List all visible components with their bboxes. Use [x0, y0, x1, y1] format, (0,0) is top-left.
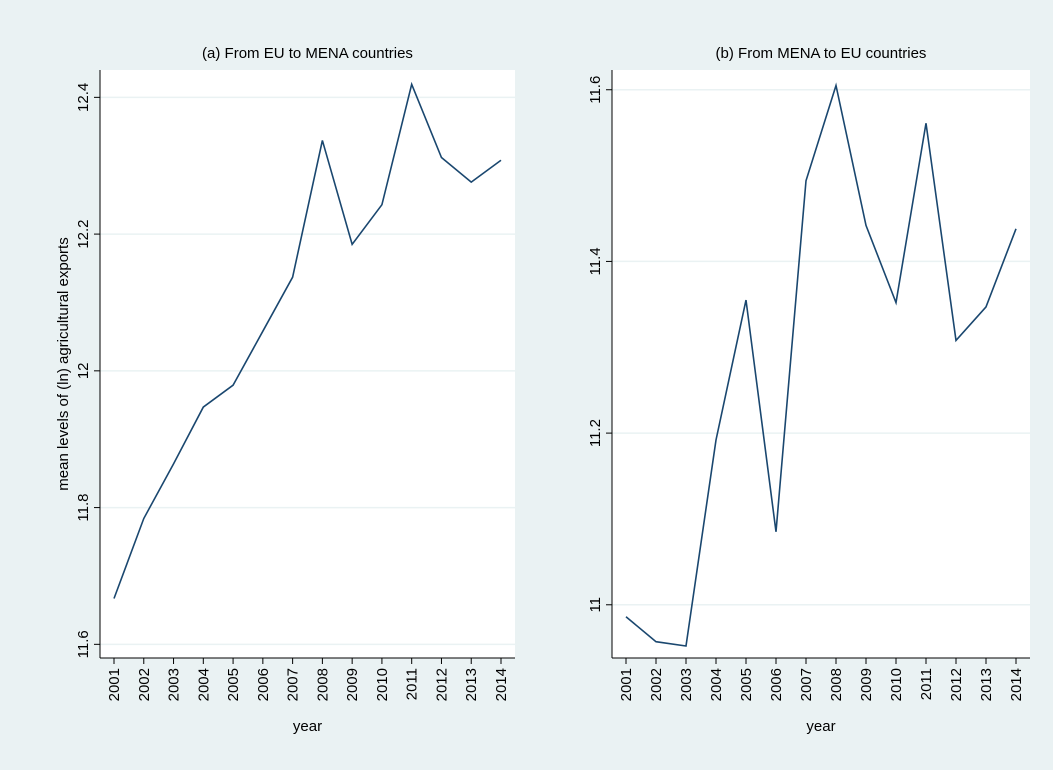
x-tick-label: 2013 — [463, 668, 480, 701]
x-tick-label: 2002 — [136, 668, 153, 701]
y-tick-label: 11 — [587, 597, 604, 613]
y-tick-label: 11.4 — [587, 247, 604, 275]
x-tick-label: 2009 — [344, 668, 361, 701]
plot-area — [612, 70, 1030, 658]
y-tick-label: 12.2 — [75, 219, 92, 248]
x-tick-label: 2014 — [493, 668, 510, 701]
y-tick-label: 11.2 — [587, 419, 604, 447]
x-tick-label: 2004 — [708, 668, 725, 701]
x-tick-label: 2010 — [888, 668, 905, 701]
x-axis-label: year — [293, 718, 322, 735]
y-tick-label: 11.6 — [587, 76, 604, 104]
x-tick-label: 2012 — [948, 668, 965, 701]
x-tick-label: 2009 — [858, 668, 875, 701]
y-tick-label: 11.8 — [75, 494, 92, 522]
x-tick-label: 2008 — [828, 668, 845, 701]
y-tick-label: 12.4 — [75, 83, 92, 112]
x-tick-label: 2006 — [768, 668, 785, 701]
panel-title: (b) From MENA to EU countries — [716, 45, 927, 62]
x-tick-label: 2011 — [404, 668, 421, 700]
x-tick-label: 2010 — [374, 668, 391, 701]
x-tick-label: 2006 — [255, 668, 272, 701]
panel-title: (a) From EU to MENA countries — [202, 45, 413, 62]
data-line — [625, 82, 1017, 647]
x-tick-label: 2001 — [106, 668, 123, 701]
y-axis-label: mean levels of (ln) agricultural exports — [55, 237, 72, 490]
x-tick-label: 2004 — [195, 668, 212, 701]
x-tick-label: 2012 — [433, 668, 450, 701]
x-tick-label: 2002 — [648, 668, 665, 701]
x-tick-label: 2014 — [1008, 668, 1025, 701]
x-tick-label: 2011 — [918, 668, 935, 700]
plot-area — [100, 70, 515, 658]
x-tick-label: 2001 — [618, 668, 635, 701]
x-tick-label: 2003 — [166, 668, 183, 701]
y-tick-label: 11.6 — [75, 630, 92, 658]
data-line — [113, 81, 502, 599]
y-tick-label: 12 — [75, 362, 92, 379]
x-axis-label: year — [806, 718, 835, 735]
x-tick-label: 2005 — [225, 668, 242, 701]
x-tick-label: 2013 — [978, 668, 995, 701]
x-tick-label: 2008 — [314, 668, 331, 701]
x-tick-label: 2007 — [798, 668, 815, 701]
x-tick-label: 2003 — [678, 668, 695, 701]
x-tick-label: 2005 — [738, 668, 755, 701]
x-tick-label: 2007 — [285, 668, 302, 701]
